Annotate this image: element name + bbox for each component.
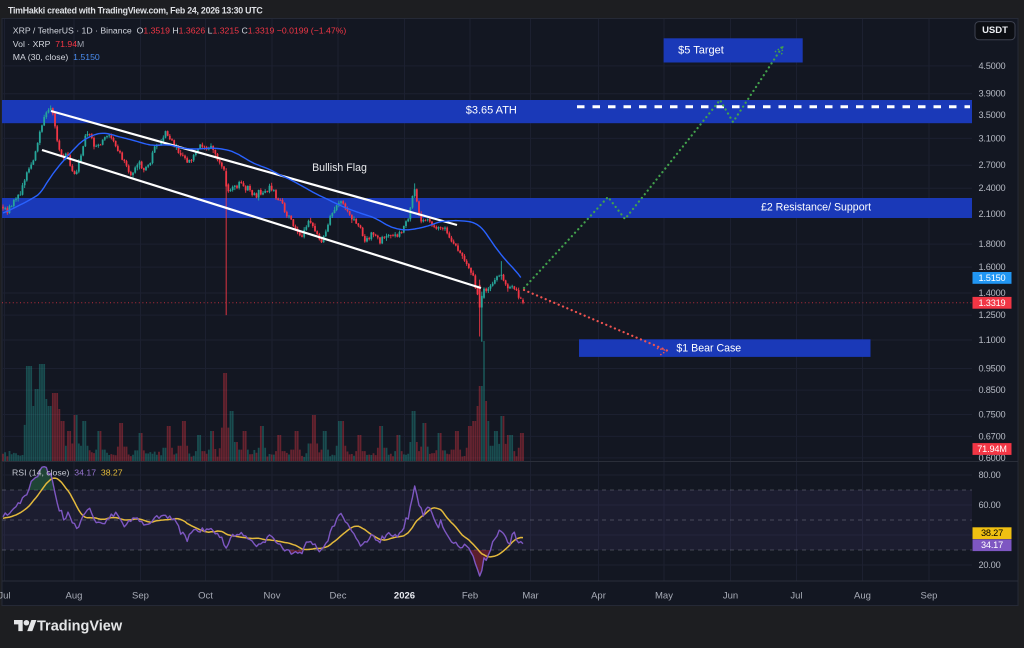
svg-text:2026: 2026 [394, 591, 415, 602]
svg-text:1.5150: 1.5150 [979, 273, 1006, 283]
svg-text:80.00: 80.00 [979, 470, 1001, 480]
svg-text:Aug: Aug [66, 591, 83, 602]
svg-text:0.8500: 0.8500 [979, 385, 1006, 395]
svg-text:$5 Target: $5 Target [678, 44, 724, 56]
svg-text:3.1000: 3.1000 [979, 133, 1006, 143]
svg-text:Dec: Dec [330, 591, 347, 602]
svg-text:4.5000: 4.5000 [979, 61, 1006, 71]
svg-text:Jul: Jul [790, 591, 802, 602]
svg-text:Aug: Aug [854, 591, 871, 602]
svg-text:TimHakki created with TradingV: TimHakki created with TradingView.com, F… [8, 5, 263, 15]
svg-text:1.1000: 1.1000 [979, 335, 1006, 345]
svg-text:0.6700: 0.6700 [979, 431, 1006, 441]
svg-text:1.6000: 1.6000 [979, 262, 1006, 272]
svg-text:Sep: Sep [921, 591, 938, 602]
svg-text:MA (30, close) 1.5150: MA (30, close) 1.5150 [13, 52, 100, 62]
svg-text:£2 Resistance/ Support: £2 Resistance/ Support [761, 201, 871, 213]
svg-text:TradingView: TradingView [37, 619, 123, 635]
svg-text:Apr: Apr [591, 591, 606, 602]
svg-text:0.7500: 0.7500 [979, 409, 1006, 419]
svg-text:38.27: 38.27 [981, 528, 1003, 538]
svg-text:3.9000: 3.9000 [979, 89, 1006, 99]
svg-text:XRP / TetherUS · 1D · Binance: XRP / TetherUS · 1D · Binance O1.3519 H1… [13, 25, 347, 35]
svg-text:$1 Bear Case: $1 Bear Case [676, 342, 741, 354]
svg-text:Jun: Jun [723, 591, 738, 602]
svg-text:3.5000: 3.5000 [979, 110, 1006, 120]
svg-text:1.4000: 1.4000 [979, 288, 1006, 298]
svg-text:Feb: Feb [462, 591, 478, 602]
svg-text:60.00: 60.00 [979, 500, 1001, 510]
svg-text:Mar: Mar [522, 591, 538, 602]
svg-text:20.00: 20.00 [979, 560, 1001, 570]
svg-text:Bullish Flag: Bullish Flag [312, 162, 367, 174]
svg-text:Vol · XRP 71.94M: Vol · XRP 71.94M [13, 39, 85, 49]
svg-text:May: May [655, 591, 673, 602]
svg-text:$3.65 ATH: $3.65 ATH [466, 104, 517, 116]
svg-text:Jul: Jul [0, 591, 11, 602]
svg-text:0.6000: 0.6000 [979, 453, 1006, 463]
svg-text:1.8000: 1.8000 [979, 239, 1006, 249]
svg-text:2.7000: 2.7000 [979, 160, 1006, 170]
svg-text:34.17: 34.17 [981, 540, 1003, 550]
svg-text:0.9500: 0.9500 [979, 363, 1006, 373]
svg-text:2.4000: 2.4000 [979, 183, 1006, 193]
svg-text:Nov: Nov [264, 591, 281, 602]
svg-text:Sep: Sep [132, 591, 149, 602]
svg-text:Oct: Oct [198, 591, 213, 602]
svg-text:1.3319: 1.3319 [979, 298, 1006, 308]
svg-text:USDT: USDT [982, 25, 1008, 36]
svg-text:1.2500: 1.2500 [979, 310, 1006, 320]
svg-text:RSI (14, close) 34.17 38.27: RSI (14, close) 34.17 38.27 [12, 468, 123, 478]
svg-text:71.94M: 71.94M [977, 444, 1006, 454]
svg-text:2.1000: 2.1000 [979, 209, 1006, 219]
